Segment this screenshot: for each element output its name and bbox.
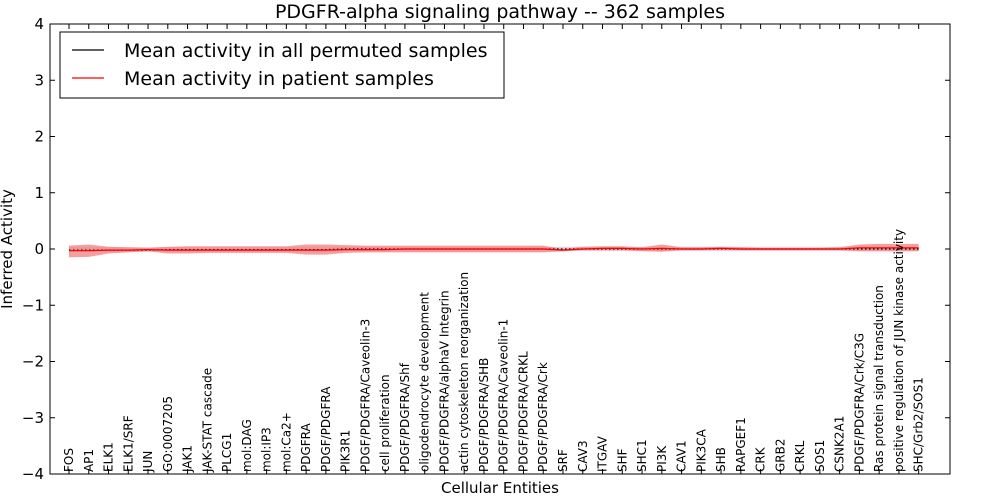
x-tick-label: CAV1 bbox=[675, 440, 689, 472]
x-tick-label: mol:DAG bbox=[240, 419, 254, 472]
x-tick-label: oligodendrocyte development bbox=[418, 292, 432, 472]
x-tick-label: PLCG1 bbox=[220, 433, 234, 472]
x-tick-label: PIK3R1 bbox=[339, 430, 353, 472]
legend-label-patient: Mean activity in patient samples bbox=[124, 68, 434, 90]
x-tick-label: JUN bbox=[141, 451, 155, 473]
x-tick-label: actin cytoskeleton reorganization bbox=[457, 272, 471, 472]
y-tick-label: 2 bbox=[34, 128, 44, 146]
x-tick-label: SRF bbox=[556, 449, 570, 472]
x-tick-label: JAK-STAT cascade bbox=[200, 368, 214, 473]
x-tick-label: PDGF/PDGFRA/Crk bbox=[536, 362, 550, 472]
y-tick-label: 4 bbox=[34, 15, 44, 33]
x-tick-label: ELK1 bbox=[102, 442, 116, 472]
x-tick-label: PDGF/PDGFRA/Caveolin-1 bbox=[497, 319, 511, 472]
x-axis-label: Cellular Entities bbox=[441, 479, 559, 497]
y-tick-label: 0 bbox=[34, 240, 44, 258]
x-axis: FOS AP1 ELK1 ELK1/SRF JUN GO:0007205 JAK1 JAK-S… bbox=[62, 24, 926, 474]
x-tick-label: PDGFRA bbox=[299, 422, 313, 472]
y-axis: −4 −3 −2 −1 0 1 2 3 4 bbox=[22, 15, 950, 483]
patient-line bbox=[69, 247, 919, 252]
x-tick-label: PIK3CA bbox=[694, 428, 708, 472]
x-tick-label: AP1 bbox=[82, 449, 96, 472]
x-tick-label: PDGF/PDGFRA/Caveolin-3 bbox=[358, 319, 372, 472]
x-tick-label: SHF bbox=[615, 448, 629, 472]
x-tick-label: SHC/Grb2/SOS1 bbox=[912, 377, 926, 472]
x-tick-label: PDGF/PDGFRA/SHB bbox=[477, 358, 491, 472]
x-tick-label: cell proliferation bbox=[378, 374, 392, 472]
x-tick-label: FOS bbox=[62, 448, 76, 472]
x-tick-label: positive regulation of JUN kinase activi… bbox=[892, 229, 906, 472]
y-tick-label: −2 bbox=[22, 353, 44, 371]
x-tick-label: CRK bbox=[754, 446, 768, 472]
x-tick-label: PDGF/PDGFRA/CRKL bbox=[517, 351, 531, 472]
x-tick-label: PDGF/PDGFRA/alphaV Integrin bbox=[437, 290, 451, 472]
x-tick-label: ITGAV bbox=[596, 435, 610, 472]
legend-label-permuted: Mean activity in all permuted samples bbox=[124, 40, 487, 62]
y-tick-label: −1 bbox=[22, 296, 44, 314]
y-tick-label: −4 bbox=[22, 465, 44, 483]
plot-area bbox=[69, 243, 919, 258]
x-tick-label: SOS1 bbox=[813, 440, 827, 472]
x-tick-label: RAPGEF1 bbox=[734, 417, 748, 472]
x-tick-label: SHB bbox=[714, 447, 728, 472]
x-tick-label: JAK1 bbox=[181, 445, 195, 473]
x-tick-label: ELK1/SRF bbox=[121, 415, 135, 472]
y-tick-label: −3 bbox=[22, 409, 44, 427]
x-tick-label: GO:0007205 bbox=[161, 396, 175, 472]
x-tick-label: SHC1 bbox=[635, 439, 649, 472]
x-tick-label: PDGF/PDGFRA/Crk/C3G bbox=[852, 333, 866, 472]
x-tick-label: Ras protein signal transduction bbox=[872, 285, 886, 472]
x-tick-label: PI3K bbox=[655, 445, 669, 472]
legend: Mean activity in all permuted samples Me… bbox=[59, 31, 505, 99]
axes-frame bbox=[49, 23, 951, 475]
y-tick-label: 3 bbox=[34, 71, 44, 89]
x-tick-label: CRKL bbox=[793, 440, 807, 472]
x-tick-label: PDGF/PDGFRA/Shf bbox=[398, 362, 412, 472]
chart-title: PDGFR-alpha signaling pathway -- 362 sam… bbox=[275, 1, 725, 23]
legend-box bbox=[59, 31, 505, 99]
x-tick-label: CAV3 bbox=[576, 440, 590, 472]
y-axis-label: Inferred Activity bbox=[0, 189, 16, 309]
x-tick-label: CSNK2A1 bbox=[833, 416, 847, 472]
x-tick-label: mol:Ca2+ bbox=[279, 412, 293, 472]
y-tick-label: 1 bbox=[34, 184, 44, 202]
x-tick-label: PDGF/PDGFRA bbox=[319, 386, 333, 472]
x-tick-label: mol:IP3 bbox=[260, 427, 274, 472]
patient-band bbox=[69, 243, 919, 258]
x-tick-label: GRB2 bbox=[773, 439, 787, 473]
